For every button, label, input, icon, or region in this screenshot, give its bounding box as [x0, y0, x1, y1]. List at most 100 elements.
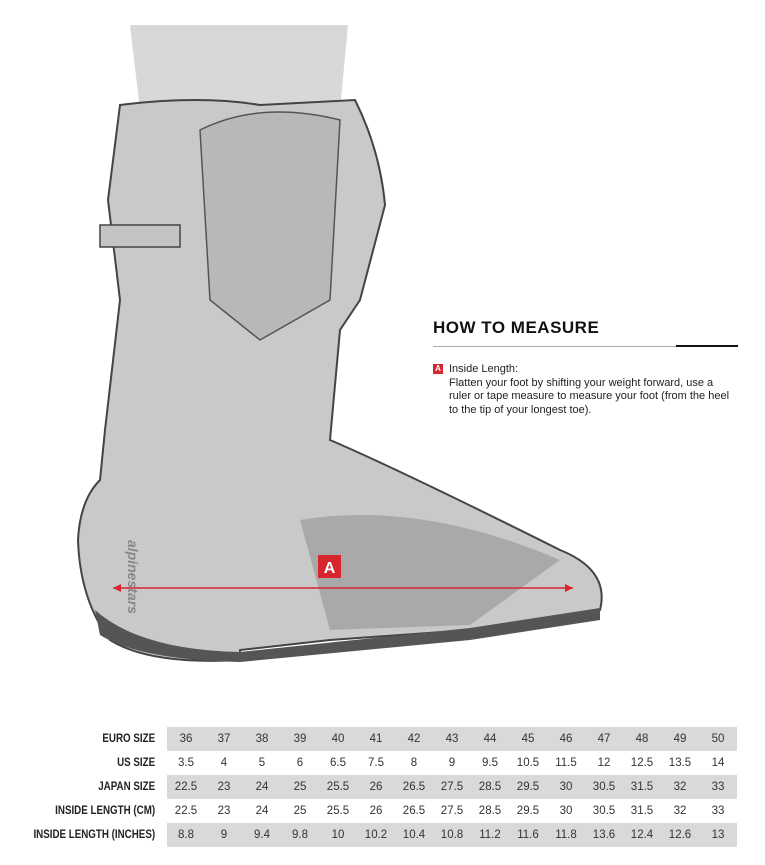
size-cell: 47: [585, 727, 623, 751]
arrow-head-right: [565, 584, 573, 592]
size-cell: 36: [167, 727, 205, 751]
size-cell: 26: [369, 805, 383, 817]
size-cell: 32: [673, 805, 687, 817]
size-cell: 25.5: [326, 805, 350, 817]
size-cell: 10: [319, 823, 357, 847]
leg-silhouette: [130, 25, 348, 110]
size-cell: 49: [661, 727, 699, 751]
how-to-measure-panel: HOW TO MEASURE A Inside Length: Flatten …: [433, 318, 738, 417]
size-cell: 45: [509, 727, 547, 751]
size-chart-row: INSIDE LENGTH (INCHES) 8.8 9 9.4 9.8 10 10.2 10…: [8, 823, 737, 847]
size-cell: 37: [205, 727, 243, 751]
size-cell: 9.8: [281, 823, 319, 847]
row-label: INSIDE LENGTH (CM): [55, 805, 156, 817]
size-cell: 23: [217, 805, 231, 817]
size-cell: 11.6: [509, 823, 547, 847]
size-cell: 3.5: [178, 757, 194, 769]
size-cell: 10.8: [433, 823, 471, 847]
size-cell: 41: [357, 727, 395, 751]
row-label: EURO SIZE: [102, 733, 156, 745]
size-cell: 11.8: [547, 823, 585, 847]
size-cell: 27.5: [433, 775, 471, 799]
size-cell: 26.5: [402, 805, 426, 817]
row-label: US SIZE: [117, 757, 156, 769]
size-cell: 25.5: [319, 775, 357, 799]
size-cell: 9: [205, 823, 243, 847]
size-cell: 39: [281, 727, 319, 751]
size-cell: 13.5: [668, 757, 692, 769]
boot-logo: alpinestars: [125, 540, 141, 614]
size-cell: 10.5: [516, 757, 540, 769]
size-cell: 31.5: [623, 775, 661, 799]
size-cell: 10.2: [357, 823, 395, 847]
size-cell: 46: [547, 727, 585, 751]
size-cell: 26.5: [395, 775, 433, 799]
size-cell: 24: [243, 775, 281, 799]
size-cell: 44: [471, 727, 509, 751]
size-cell: 27.5: [440, 805, 464, 817]
size-cell: 42: [395, 727, 433, 751]
size-chart-row: JAPAN SIZE 22.5 23 24 25 25.5 26 26.5 27.5 28.5 29…: [8, 775, 737, 799]
size-cell: 14: [711, 757, 725, 769]
size-cell: 28.5: [471, 775, 509, 799]
size-cell: 48: [623, 727, 661, 751]
boot-shin-plate: [199, 111, 341, 341]
size-cell: 24: [255, 805, 269, 817]
size-cell: 28.5: [478, 805, 502, 817]
size-cell: 38: [243, 727, 281, 751]
size-cell: 29.5: [509, 775, 547, 799]
how-to-measure-title: HOW TO MEASURE: [433, 318, 600, 337]
row-label: JAPAN SIZE: [98, 781, 156, 793]
size-cell: 12.5: [630, 757, 654, 769]
size-cell: 10.4: [395, 823, 433, 847]
size-chart-row: INSIDE LENGTH (CM) 22.5 23 24 25 25.5 26 26.5 27…: [8, 799, 737, 823]
arrow-head-left: [113, 584, 121, 592]
measure-marker-a-label: A: [324, 560, 336, 577]
boot-sole: [95, 608, 600, 662]
size-cell: 23: [205, 775, 243, 799]
size-chart-row: EURO SIZE 36 37 38 39 40 41 42 43 44 45 46 47 48 49 50: [8, 727, 737, 751]
size-cell: 12.6: [661, 823, 699, 847]
size-cell: 11.2: [471, 823, 509, 847]
size-cell: 9.5: [482, 757, 498, 769]
size-cell: 30.5: [592, 805, 616, 817]
size-cell: 25: [281, 775, 319, 799]
size-cell: 12: [597, 757, 611, 769]
marker-a-badge: A: [433, 364, 443, 374]
size-cell: 6.5: [330, 757, 346, 769]
size-cell: 13: [699, 823, 737, 847]
instruction-title: Inside Length:: [449, 363, 519, 375]
size-cell: 8.8: [167, 823, 205, 847]
size-cell: 4: [220, 757, 228, 769]
size-cell: 40: [319, 727, 357, 751]
size-cell: 25: [293, 805, 307, 817]
size-cell: 9: [448, 757, 456, 769]
measure-instruction: A Inside Length: Flatten your foot by sh…: [433, 363, 738, 417]
size-cell: 6: [296, 757, 304, 769]
size-chart-table: EURO SIZE 36 37 38 39 40 41 42 43 44 45 46 47 48 49 50 U…: [8, 727, 737, 847]
size-cell: 7.5: [368, 757, 384, 769]
size-cell: 31.5: [630, 805, 654, 817]
title-divider: [433, 345, 738, 347]
size-cell: 8: [410, 757, 418, 769]
size-cell: 30: [547, 775, 585, 799]
measure-marker-a: [318, 555, 341, 578]
size-cell: 12.4: [623, 823, 661, 847]
size-cell: 30: [559, 805, 573, 817]
size-cell: 50: [699, 727, 737, 751]
size-cell: 11.5: [555, 757, 577, 769]
row-label: INSIDE LENGTH (INCHES): [33, 829, 156, 841]
size-cell: 33: [711, 805, 725, 817]
size-cell: 26: [357, 775, 395, 799]
size-cell: 22.5: [174, 805, 198, 817]
instruction-text: Flatten your foot by shifting your weigh…: [449, 376, 730, 416]
boot-illustration: alpinestars A: [76, 25, 603, 662]
size-cell: 33: [699, 775, 737, 799]
size-cell: 32: [661, 775, 699, 799]
size-cell: 29.5: [516, 805, 540, 817]
size-cell: 30.5: [585, 775, 623, 799]
size-cell: 22.5: [167, 775, 205, 799]
size-cell: 5: [258, 757, 266, 769]
boot-toe-area: [300, 515, 560, 630]
boot-strap: [99, 224, 181, 248]
